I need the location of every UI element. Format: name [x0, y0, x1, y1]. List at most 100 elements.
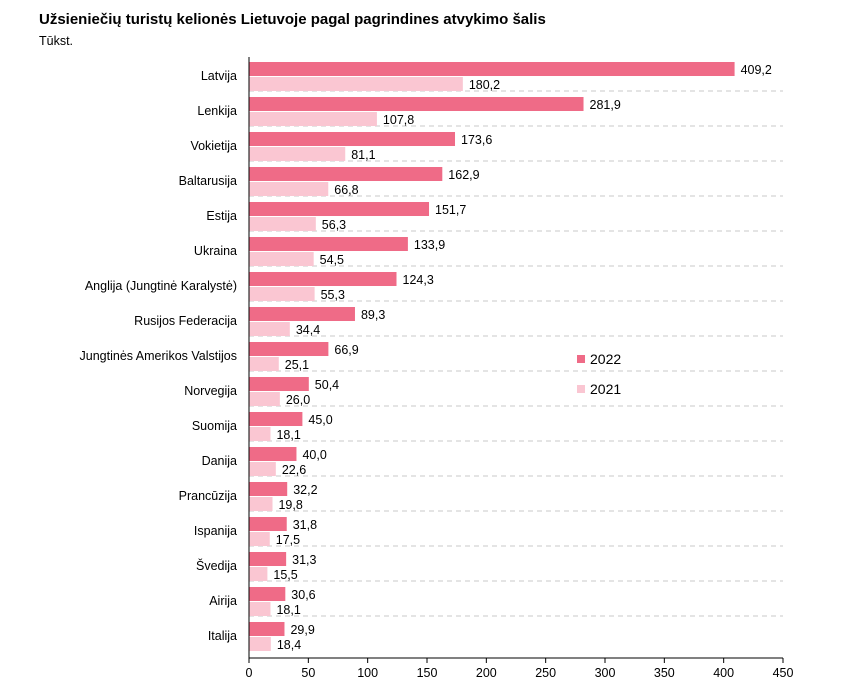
data-label: 40,0	[302, 448, 326, 462]
category-label: Ispanija	[194, 524, 237, 538]
category-label: Latvija	[201, 69, 237, 83]
bar-2022	[249, 622, 285, 636]
bar-2021	[249, 637, 271, 651]
x-tick-label: 0	[246, 666, 253, 680]
bar-2021	[249, 462, 276, 476]
data-label: 22,6	[282, 463, 306, 477]
x-tick-label: 50	[301, 666, 315, 680]
bar-2022	[249, 272, 397, 286]
bar-2021	[249, 112, 377, 126]
x-tick-label: 150	[417, 666, 438, 680]
x-tick-label: 400	[713, 666, 734, 680]
data-label: 180,2	[469, 78, 500, 92]
data-label: 281,9	[590, 98, 621, 112]
bar-2022	[249, 412, 303, 426]
data-label: 66,9	[334, 343, 358, 357]
data-label: 17,5	[276, 533, 300, 547]
bar-2022	[249, 132, 456, 146]
data-label: 54,5	[320, 253, 344, 267]
bar-2022	[249, 237, 408, 251]
category-label: Suomija	[192, 419, 237, 433]
category-label: Danija	[202, 454, 237, 468]
data-label: 18,4	[277, 638, 301, 652]
bar-2021	[249, 427, 271, 441]
data-label: 25,1	[285, 358, 309, 372]
data-label: 29,9	[290, 623, 314, 637]
bar-2022	[249, 342, 329, 356]
category-label: Švedija	[196, 558, 237, 573]
bar-2021	[249, 252, 314, 266]
category-label: Norvegija	[184, 384, 237, 398]
data-label: 18,1	[276, 428, 300, 442]
bar-2021	[249, 392, 280, 406]
bar-2021	[249, 602, 271, 616]
data-label: 151,7	[435, 203, 466, 217]
bar-2022	[249, 587, 286, 601]
x-tick-label: 350	[654, 666, 675, 680]
data-label: 34,4	[296, 323, 320, 337]
data-label: 409,2	[741, 63, 772, 77]
legend-swatch-2021	[577, 385, 585, 393]
bar-2021	[249, 357, 279, 371]
bar-2021	[249, 217, 316, 231]
category-label: Prancūzija	[179, 489, 237, 503]
category-label: Vokietija	[190, 139, 237, 153]
data-label: 45,0	[308, 413, 332, 427]
category-label: Anglija (Jungtinė Karalystė)	[85, 279, 237, 293]
data-label: 66,8	[334, 183, 358, 197]
legend-label: 2022	[590, 351, 621, 367]
x-tick-label: 200	[476, 666, 497, 680]
category-label: Ukraina	[194, 244, 237, 258]
data-label: 124,3	[403, 273, 434, 287]
bar-2022	[249, 552, 287, 566]
category-label: Jungtinės Amerikos Valstijos	[80, 349, 237, 363]
bar-2021	[249, 77, 463, 91]
data-label: 19,8	[278, 498, 302, 512]
data-label: 30,6	[291, 588, 315, 602]
bar-2022	[249, 62, 735, 76]
bar-2022	[249, 167, 443, 181]
bar-2022	[249, 377, 309, 391]
data-label: 173,6	[461, 133, 492, 147]
bar-2021	[249, 322, 290, 336]
data-label: 81,1	[351, 148, 375, 162]
x-tick-label: 250	[535, 666, 556, 680]
bar-2021	[249, 182, 329, 196]
data-label: 15,5	[273, 568, 297, 582]
category-label: Baltarusija	[179, 174, 237, 188]
x-tick-label: 300	[595, 666, 616, 680]
data-label: 31,8	[293, 518, 317, 532]
bar-2022	[249, 447, 297, 461]
data-label: 55,3	[321, 288, 345, 302]
data-label: 50,4	[315, 378, 339, 392]
data-label: 89,3	[361, 308, 385, 322]
category-label: Airija	[209, 594, 237, 608]
data-label: 26,0	[286, 393, 310, 407]
bar-2022	[249, 307, 355, 321]
data-label: 18,1	[276, 603, 300, 617]
bar-2021	[249, 147, 346, 161]
bar-2021	[249, 287, 315, 301]
data-label: 32,2	[293, 483, 317, 497]
legend-label: 2021	[590, 381, 621, 397]
bar-2022	[249, 517, 287, 531]
data-label: 56,3	[322, 218, 346, 232]
data-label: 162,9	[448, 168, 479, 182]
chart-unit-label: Tūkst.	[39, 34, 74, 48]
bar-2021	[249, 497, 273, 511]
bar-2022	[249, 202, 430, 216]
data-label: 31,3	[292, 553, 316, 567]
category-label: Estija	[206, 209, 237, 223]
data-label: 107,8	[383, 113, 414, 127]
bar-2021	[249, 532, 270, 546]
category-label: Italija	[208, 629, 237, 643]
x-tick-label: 450	[773, 666, 794, 680]
chart-title: Užsieniečių turistų kelionės Lietuvoje p…	[39, 11, 546, 28]
data-label: 133,9	[414, 238, 445, 252]
category-label: Lenkija	[197, 104, 237, 118]
bar-2021	[249, 567, 268, 581]
bar-2022	[249, 482, 288, 496]
bar-2022	[249, 97, 584, 111]
category-label: Rusijos Federacija	[134, 314, 237, 328]
